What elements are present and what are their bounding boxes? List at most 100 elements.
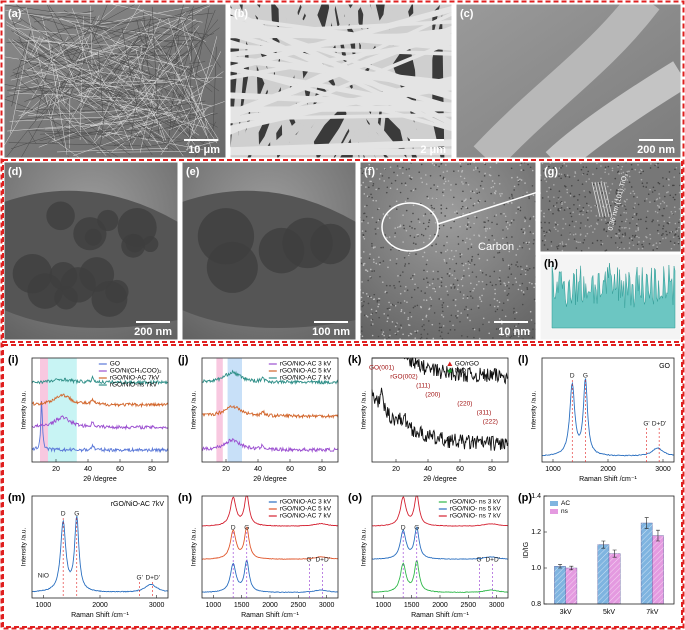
fiber: [193, 27, 221, 68]
grain: [462, 190, 464, 193]
grain: [498, 301, 501, 304]
fiber: [230, 5, 452, 72]
grain: [372, 258, 375, 261]
grain: [540, 221, 542, 224]
grain: [580, 250, 583, 252]
grain: [658, 224, 660, 226]
grain: [468, 221, 470, 223]
grain: [516, 176, 519, 179]
grain: [403, 227, 406, 230]
grain: [368, 295, 371, 298]
grain: [442, 177, 445, 180]
fiber: [365, 4, 393, 158]
curve: [372, 495, 509, 527]
micrograph: (g)0.36 nm (101) TiO₂: [539, 161, 682, 253]
grain: [604, 168, 607, 171]
grain: [516, 248, 519, 251]
grain: [531, 169, 534, 172]
grain: [440, 298, 442, 300]
grain: [521, 303, 524, 306]
grain: [552, 205, 555, 207]
grain: [444, 180, 447, 183]
fiber: [60, 98, 127, 149]
grain: [615, 192, 618, 195]
fiber: [175, 9, 216, 106]
grain: [399, 338, 401, 340]
grain: [448, 275, 451, 277]
fiber: [6, 24, 128, 96]
grain: [414, 227, 416, 230]
grain: [484, 163, 486, 166]
grain: [541, 197, 544, 199]
grain: [527, 163, 529, 166]
grain: [447, 332, 450, 335]
grain: [412, 242, 415, 244]
grain: [495, 245, 498, 248]
plot-frame: [201, 357, 339, 463]
grain: [605, 182, 607, 184]
grain: [515, 212, 517, 214]
grain: [540, 227, 543, 229]
grain: [400, 309, 403, 311]
particle: [197, 208, 255, 265]
fiber: [189, 61, 206, 64]
scale-bar-label: 200 nm: [637, 144, 675, 156]
grain: [629, 192, 632, 195]
fiber: [98, 50, 104, 113]
fiber: [63, 10, 187, 70]
grain: [649, 233, 651, 236]
grain: [514, 317, 516, 320]
grain: [556, 202, 558, 204]
grain: [509, 327, 511, 330]
grain: [580, 168, 583, 171]
grain: [582, 206, 585, 209]
grain: [449, 267, 451, 270]
grain: [596, 239, 599, 242]
grain: [400, 324, 402, 326]
grain: [522, 337, 524, 340]
grain: [479, 185, 482, 187]
grain: [363, 237, 366, 240]
grain: [451, 258, 454, 261]
grain: [431, 282, 434, 285]
grain: [648, 243, 651, 245]
panel-label: (n): [178, 492, 192, 504]
grain: [566, 191, 569, 194]
grain: [497, 327, 500, 330]
grain: [455, 249, 457, 252]
grain: [437, 270, 439, 273]
grain: [395, 262, 398, 265]
grain: [544, 167, 546, 170]
legend-marker: [447, 368, 453, 374]
grain: [591, 242, 594, 244]
grain: [575, 220, 577, 223]
scale-bar-label: 100 nm: [312, 326, 350, 338]
grain: [510, 335, 513, 337]
grain: [470, 260, 473, 262]
grain: [433, 207, 435, 210]
panel-label: (p): [518, 492, 532, 504]
grain: [507, 202, 509, 204]
grain: [374, 246, 376, 248]
grain: [396, 165, 399, 167]
grain: [679, 184, 681, 187]
fiber: [151, 65, 189, 118]
grain: [377, 335, 380, 338]
grain: [459, 320, 461, 323]
fiber: [113, 25, 200, 137]
grain: [604, 171, 606, 174]
grain: [552, 212, 554, 215]
grain: [524, 231, 526, 233]
fiber: [230, 7, 452, 127]
fiber: [194, 7, 210, 81]
plot-frame: [371, 357, 509, 463]
fiber: [91, 41, 134, 99]
grain: [500, 213, 502, 215]
grain: [418, 171, 420, 174]
grain: [415, 243, 417, 245]
grain: [564, 201, 566, 203]
panel-label: (f): [364, 166, 375, 178]
grain: [663, 220, 666, 223]
grain: [662, 227, 664, 230]
grain: [363, 314, 366, 317]
